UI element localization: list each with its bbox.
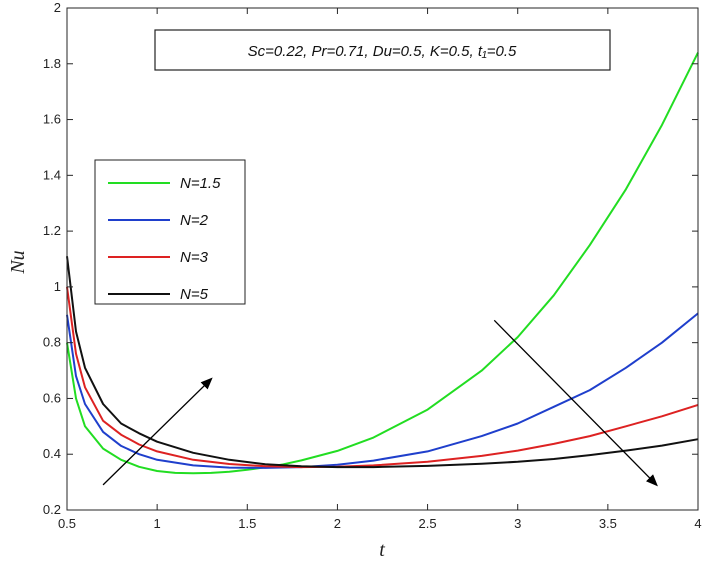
series-line-3 — [66, 256, 699, 469]
y-tick-label: 1.8 — [43, 56, 61, 71]
ticks-group: 0.5 1 1.5 2 2.5 3 3.5 4 0.2 0.4 0.6 0.8 1 1.2 1.4 1.6 1.… — [43, 0, 702, 531]
x-tick-label: 1.5 — [238, 516, 256, 531]
parameter-box: Sc=0.22, Pr=0.71, Du=0.5, K=0.5, t₁=0.5 — [154, 29, 611, 71]
legend-frame — [94, 159, 246, 305]
trend-arrow-1 — [493, 319, 658, 487]
trend-arrows — [102, 319, 658, 487]
x-axis-label: t — [379, 539, 385, 561]
x-tick-label: 2.5 — [419, 516, 437, 531]
y-tick-label: 0.4 — [43, 446, 61, 461]
legend-label-1: N=2 — [180, 212, 209, 229]
x-tick-label: 3 — [514, 516, 521, 531]
series-group — [66, 52, 699, 475]
legend-label-3: N=5 — [180, 286, 209, 303]
legend-label-0: N=1.5 — [180, 175, 221, 192]
x-tick-label: 4 — [694, 516, 701, 531]
x-tick-label: 1 — [154, 516, 161, 531]
parameter-text: Sc=0.22, Pr=0.71, Du=0.5, K=0.5, t₁=0.5 — [248, 43, 517, 60]
y-axis-label: Nu — [7, 250, 29, 274]
x-tick-label: 2 — [334, 516, 341, 531]
x-tick-label: 0.5 — [58, 516, 76, 531]
y-tick-label: 2 — [54, 0, 61, 15]
y-tick-label: 0.8 — [43, 335, 61, 350]
y-tick-label: 0.6 — [43, 390, 61, 405]
y-tick-label: 1.4 — [43, 167, 61, 182]
y-tick-label: 1.6 — [43, 112, 61, 127]
trend-arrow-0 — [102, 377, 213, 486]
x-tick-label: 3.5 — [599, 516, 617, 531]
y-tick-label: 0.2 — [43, 502, 61, 517]
legend-label-2: N=3 — [180, 249, 209, 266]
parameter-box-frame — [154, 29, 611, 71]
y-tick-label: 1 — [54, 279, 61, 294]
y-tick-label: 1.2 — [43, 223, 61, 238]
legend: N=1.5 N=2 N=3 N=5 — [94, 159, 246, 305]
axes-frame — [66, 7, 699, 511]
